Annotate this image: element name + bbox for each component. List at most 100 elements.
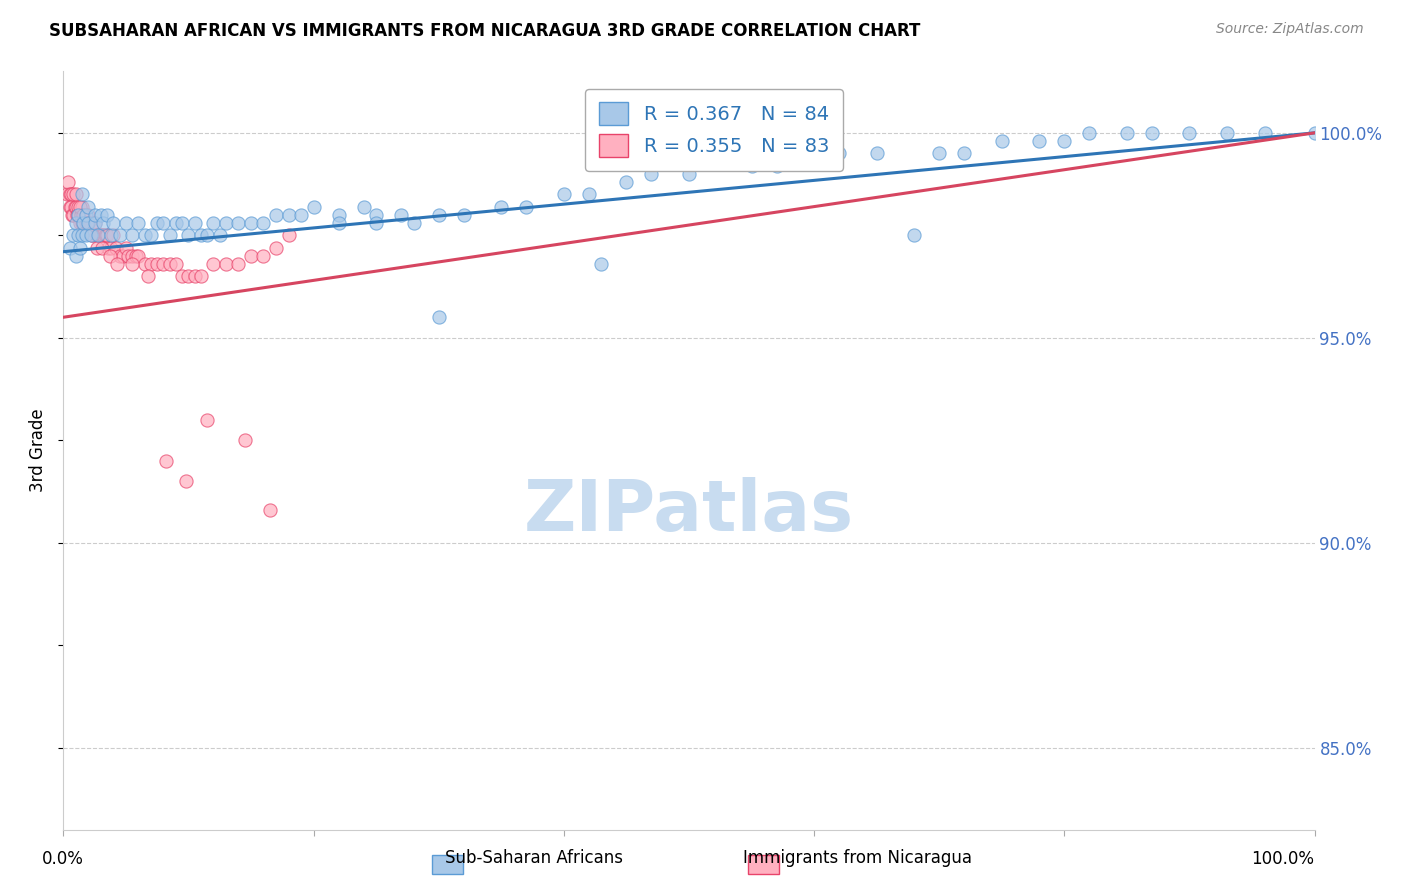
Point	[108, 228, 131, 243]
Point	[264, 241, 287, 255]
Point	[1028, 134, 1050, 148]
Point	[190, 228, 212, 243]
Point	[252, 249, 274, 263]
Point	[134, 257, 156, 271]
Point	[69, 241, 91, 255]
Point	[105, 257, 128, 271]
Text: Immigrants from Nicaragua: Immigrants from Nicaragua	[744, 849, 972, 867]
Point	[1216, 126, 1239, 140]
Point	[803, 146, 825, 161]
Point	[366, 216, 388, 230]
Point	[80, 228, 103, 243]
Point	[77, 216, 100, 230]
Point	[366, 208, 388, 222]
Point	[90, 228, 112, 243]
Point	[277, 208, 299, 222]
Point	[58, 200, 80, 214]
Text: Source: ZipAtlas.com: Source: ZipAtlas.com	[1216, 22, 1364, 37]
Point	[72, 216, 94, 230]
Point	[125, 249, 148, 263]
Point	[866, 146, 889, 161]
Point	[65, 200, 87, 214]
Point	[165, 257, 187, 271]
Point	[82, 216, 104, 230]
Point	[91, 241, 114, 255]
Point	[328, 216, 350, 230]
Point	[104, 241, 127, 255]
Point	[174, 474, 197, 488]
Point	[91, 216, 114, 230]
Point	[65, 216, 87, 230]
Point	[215, 216, 238, 230]
Point	[73, 208, 96, 222]
Point	[578, 187, 600, 202]
Point	[402, 216, 425, 230]
Point	[89, 228, 111, 243]
Point	[1303, 126, 1326, 140]
Point	[67, 228, 90, 243]
Point	[252, 216, 274, 230]
Point	[159, 257, 181, 271]
Point	[183, 216, 205, 230]
Point	[138, 269, 160, 284]
Point	[93, 228, 115, 243]
Point	[80, 228, 103, 243]
Point	[427, 310, 450, 325]
Point	[177, 269, 200, 284]
Point	[228, 257, 250, 271]
Point	[75, 228, 97, 243]
Text: SUBSAHARAN AFRICAN VS IMMIGRANTS FROM NICARAGUA 3RD GRADE CORRELATION CHART: SUBSAHARAN AFRICAN VS IMMIGRANTS FROM NI…	[49, 22, 921, 40]
Point	[155, 453, 177, 467]
Point	[90, 208, 112, 222]
Point	[183, 269, 205, 284]
Point	[228, 216, 250, 230]
Point	[290, 208, 312, 222]
Point	[134, 228, 156, 243]
Point	[259, 503, 281, 517]
Point	[76, 216, 98, 230]
Point	[67, 208, 90, 222]
Point	[67, 208, 90, 222]
Point	[427, 208, 450, 222]
Point	[190, 269, 212, 284]
Point	[69, 216, 91, 230]
Point	[146, 216, 169, 230]
Point	[195, 413, 218, 427]
Point	[121, 249, 143, 263]
Point	[127, 249, 149, 263]
Point	[75, 216, 97, 230]
Point	[86, 228, 108, 243]
Point	[108, 249, 131, 263]
Point	[591, 257, 613, 271]
Point	[96, 208, 118, 222]
Point	[1140, 126, 1163, 140]
Point	[98, 249, 121, 263]
Point	[127, 216, 149, 230]
Point	[58, 187, 80, 202]
Point	[77, 200, 100, 214]
Point	[58, 175, 80, 189]
Point	[172, 269, 194, 284]
Point	[903, 228, 925, 243]
Text: 100.0%: 100.0%	[1251, 850, 1315, 868]
Point	[159, 228, 181, 243]
Point	[741, 159, 763, 173]
Point	[58, 241, 80, 255]
Point	[62, 208, 84, 222]
Point	[94, 228, 117, 243]
Point	[83, 208, 105, 222]
Point	[1078, 126, 1101, 140]
Point	[117, 249, 139, 263]
Point	[195, 228, 218, 243]
Point	[264, 208, 287, 222]
Point	[208, 228, 231, 243]
Point	[202, 257, 225, 271]
Point	[1053, 134, 1076, 148]
Point	[80, 228, 103, 243]
Point	[1116, 126, 1139, 140]
Point	[97, 241, 120, 255]
Point	[70, 200, 93, 214]
Point	[215, 257, 238, 271]
Point	[100, 228, 122, 243]
Point	[172, 216, 194, 230]
